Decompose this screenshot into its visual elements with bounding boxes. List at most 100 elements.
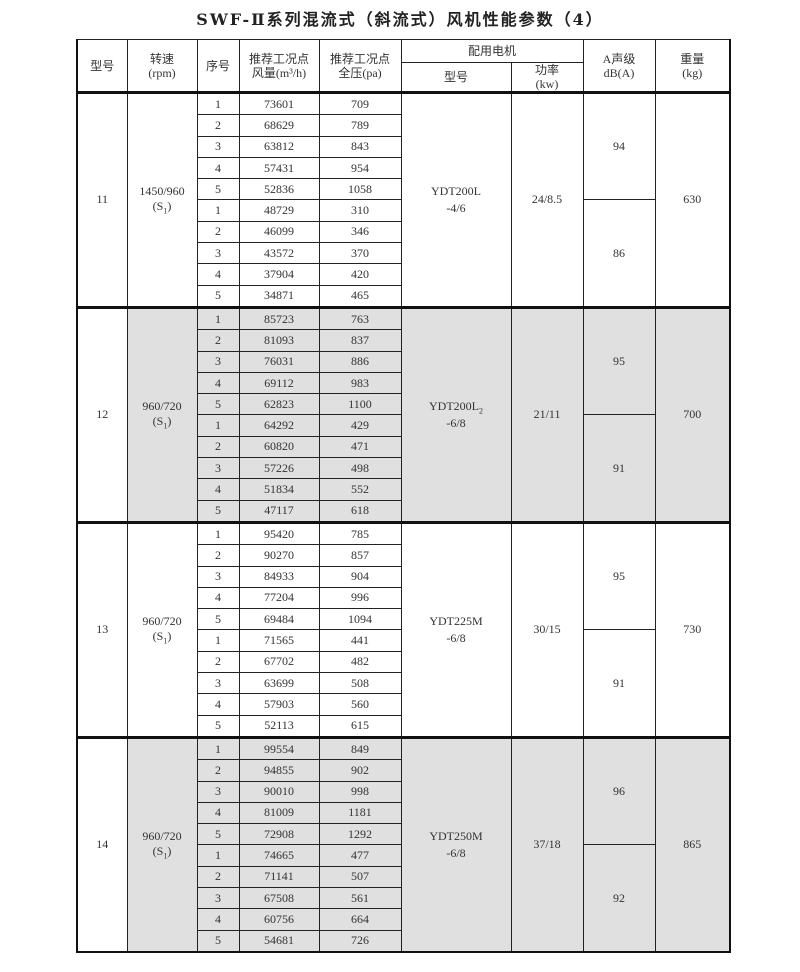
table-row: 4 69112 983 [77,371,730,395]
seq-cell: 2 [196,435,240,459]
seq-cell: 2 [196,865,240,888]
table-row: 2 67702 482 [77,650,730,674]
pressure-cell: 1094 [318,608,402,631]
seq-cell: 5 [196,714,240,738]
speed-cell: 960/720 (S1) [126,736,198,953]
table-row: 14 960/720 (S1) 1 99554 849 YDT250M -6/8 37/18 96… [76,736,731,953]
model-cell: 11 [76,92,128,308]
pressure-cell: 664 [318,908,402,931]
performance-table: 型号 转速 (rpm) 序号 推荐工况点 风量(m³/h) 推荐工况点 全压(pa) … [76,39,732,953]
header-pressure-unit: 全压(pa) [338,65,382,80]
pressure-cell: 849 [318,736,402,761]
speed-series: (S [152,199,164,214]
seq-cell: 3 [196,242,240,265]
pressure-cell: 507 [318,865,402,888]
pressure-cell: 857 [318,544,402,567]
flow-cell: 34871 [238,284,320,308]
flow-cell: 69484 [238,608,320,631]
pressure-cell: 726 [318,929,402,953]
flow-cell: 52113 [238,714,320,738]
seq-cell: 1 [196,629,240,652]
noise-cell: 92 [582,844,656,953]
speed-series: (S [152,629,164,644]
table-row: 5 34871 465 [77,284,730,308]
header-weight: 重量 (kg) [654,39,731,93]
pressure-cell: 471 [318,435,402,459]
flow-cell: 68629 [238,114,320,137]
speed-series-close: ) [167,629,172,644]
seq-cell: 3 [196,886,240,910]
seq-cell: 3 [196,780,240,803]
header-flow-unit: 风量(m³/h) [251,65,307,80]
flow-cell: 62823 [238,393,320,416]
seq-cell: 5 [196,178,240,201]
motor-model: YDT200L [429,399,479,414]
header-weight-unit: (kg) [682,65,703,80]
table-row: 1 74665 477 92 [77,844,730,953]
seq-cell: 3 [196,135,240,158]
speed-series-sub: 1 [163,851,168,861]
flow-cell: 69112 [238,371,320,395]
speed-value: 960/720 [142,399,182,414]
seq-cell: 4 [196,371,240,395]
flow-cell: 74665 [238,844,320,867]
flow-cell: 81009 [238,801,320,825]
noise-cell: 95 [582,521,656,631]
pressure-cell: 843 [318,135,402,158]
noise-cell: 91 [582,629,656,738]
table-row: 3 90010 998 [77,780,730,803]
header-power-label: 功率 [535,63,560,77]
header-power-unit: (kw) [535,77,559,91]
motor-model-suffix: -6/8 [446,630,466,645]
pressure-cell: 477 [318,844,402,867]
table-row: 5 54681 726 [77,929,730,953]
speed-series-close: ) [167,199,172,214]
speed-value: 960/720 [142,614,182,629]
seq-cell: 5 [196,284,240,308]
table-row: 12 960/720 (S1) 1 85723 763 YDT200L2 -6/8 21/11 9… [76,306,731,523]
seq-cell: 3 [196,457,240,480]
table-row: 4 77204 996 [77,586,730,610]
table-row: 3 63699 508 [77,672,730,695]
flow-cell: 81093 [238,329,320,352]
flow-cell: 99554 [238,736,320,761]
noise-cell: 94 [582,91,656,201]
model-group: 14 960/720 (S1) 1 99554 849 YDT250M -6/8 37/18 96… [76,736,731,953]
header-seq: 序号 [196,39,240,93]
pressure-cell: 346 [318,220,402,244]
flow-cell: 94855 [238,759,320,782]
pressure-cell: 789 [318,114,402,137]
noise-cell: 96 [582,736,656,846]
table-row: 13 960/720 (S1) 1 95420 785 YDT225M -6/8 30/15 95… [76,521,731,738]
table-row: 5 52113 615 [77,714,730,738]
header-pressure: 推荐工况点 全压(pa) [318,39,402,93]
flow-cell: 43572 [238,242,320,265]
table-row: 1 64292 429 91 [77,414,730,523]
seq-cell: 3 [196,672,240,695]
seq-cell: 4 [196,586,240,610]
pressure-cell: 1181 [318,801,402,825]
flow-cell: 57226 [238,457,320,480]
seq-cell: 4 [196,156,240,180]
model-group: 11 1450/960 (S1) 1 73601 709 YDT200L -4/6 24/8.5… [76,91,731,308]
seq-cell: 1 [196,414,240,437]
model-cell: 13 [76,521,128,738]
speed-series-close: ) [167,844,172,859]
flow-cell: 52836 [238,178,320,201]
power-cell: 24/8.5 [510,92,584,308]
flow-cell: 71141 [238,865,320,888]
seq-cell: 2 [196,329,240,352]
pressure-cell: 482 [318,650,402,674]
header-motor: 配用电机 [400,39,584,63]
flow-cell: 73601 [238,91,320,116]
pressure-cell: 420 [318,263,402,286]
motor-model-cell: YDT225M -6/8 [400,521,512,738]
table-row: 2 46099 346 [77,220,730,244]
table-row: 5 47117 618 [77,499,730,523]
power-cell: 37/18 [510,736,584,953]
flow-cell: 90010 [238,780,320,803]
seq-cell: 4 [196,801,240,825]
flow-cell: 63812 [238,135,320,158]
model-cell: 12 [76,306,128,523]
header-noise-label: A声级 [602,51,636,66]
